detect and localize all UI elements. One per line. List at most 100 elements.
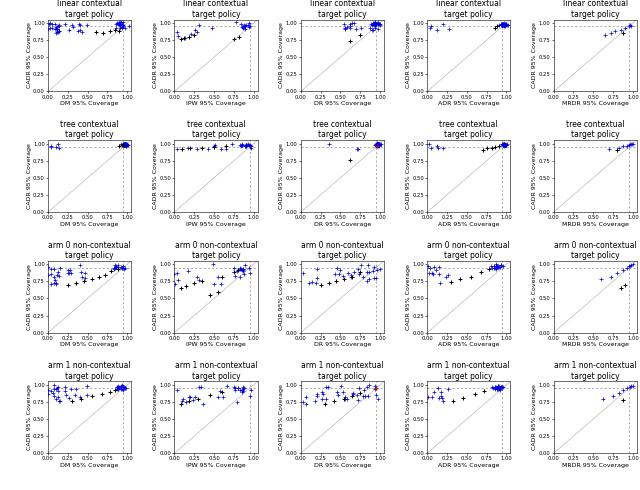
Point [114,142,124,149]
Point [500,21,511,28]
Point [240,142,250,150]
Point [368,20,378,28]
Point [498,20,508,28]
Point [205,391,215,399]
Point [342,395,353,403]
Title: arm 0 non-contextual
target policy: arm 0 non-contextual target policy [301,241,384,260]
Point [371,142,381,149]
Point [332,265,342,272]
Point [496,21,506,28]
Point [356,24,366,32]
Point [501,21,511,28]
Point [65,266,76,274]
Point [60,391,70,399]
Point [500,21,511,29]
Point [363,261,373,269]
X-axis label: IPW 95% Coverage: IPW 95% Coverage [186,101,246,106]
X-axis label: DM 95% Coverage: DM 95% Coverage [60,463,119,468]
Point [111,262,122,270]
Point [433,384,443,392]
Point [438,21,449,28]
Point [194,21,204,29]
Point [43,386,53,394]
Point [367,25,378,33]
Title: arm 0 non-contextual
target policy: arm 0 non-contextual target policy [175,241,257,260]
Point [624,141,634,149]
Point [340,24,350,32]
Point [497,21,508,28]
Point [218,393,228,401]
Y-axis label: CADR 95% Coverage: CADR 95% Coverage [532,385,538,450]
Point [188,396,198,404]
Point [237,266,247,273]
Point [116,140,127,148]
Point [373,19,383,27]
Point [51,143,61,151]
Point [115,382,125,390]
Point [626,261,636,269]
Point [117,23,127,31]
Point [490,24,500,32]
Point [374,141,384,148]
Point [113,261,123,269]
Point [117,385,127,392]
Point [237,141,247,149]
Point [332,388,342,395]
Point [353,396,364,404]
Point [244,141,255,149]
Point [120,140,131,148]
Point [221,143,231,150]
Point [120,141,130,149]
X-axis label: ADR 95% Coverage: ADR 95% Coverage [438,463,500,468]
Point [499,141,509,148]
Point [626,23,636,30]
X-axis label: ADR 95% Coverage: ADR 95% Coverage [438,221,500,226]
Point [614,144,624,152]
Point [502,140,512,148]
Point [175,284,186,292]
Point [54,397,65,405]
Point [50,276,60,284]
Point [54,27,65,35]
Point [499,21,509,28]
Point [491,262,501,270]
Point [172,145,182,152]
Point [49,265,59,273]
Point [312,392,323,400]
Point [422,393,433,401]
Point [75,392,85,400]
Y-axis label: CADR 95% Coverage: CADR 95% Coverage [406,385,411,450]
Point [54,397,64,405]
X-axis label: IPW 95% Coverage: IPW 95% Coverage [186,463,246,468]
Point [493,143,504,150]
Point [43,25,53,33]
Point [116,264,126,271]
Point [426,270,436,277]
Point [172,269,182,277]
Point [198,400,208,408]
Point [111,263,122,270]
Point [618,143,628,150]
Point [105,388,115,395]
Point [624,23,634,30]
Point [119,141,129,149]
Title: linear contextual
target policy: linear contextual target policy [184,0,248,19]
Point [243,21,253,29]
Point [76,269,86,276]
Point [54,264,65,272]
X-axis label: IPW 95% Coverage: IPW 95% Coverage [186,221,246,226]
Title: arm 1 non-contextual
target policy: arm 1 non-contextual target policy [175,361,257,381]
Y-axis label: CADR 95% Coverage: CADR 95% Coverage [153,143,158,209]
Y-axis label: CADR 95% Coverage: CADR 95% Coverage [153,264,158,330]
Point [239,262,250,270]
Point [620,281,630,289]
Point [180,34,190,42]
Point [371,142,381,149]
Point [371,141,381,149]
Point [373,141,383,149]
Point [86,275,97,283]
Point [173,276,183,284]
Point [345,156,355,164]
Point [371,19,381,27]
Point [374,141,384,148]
